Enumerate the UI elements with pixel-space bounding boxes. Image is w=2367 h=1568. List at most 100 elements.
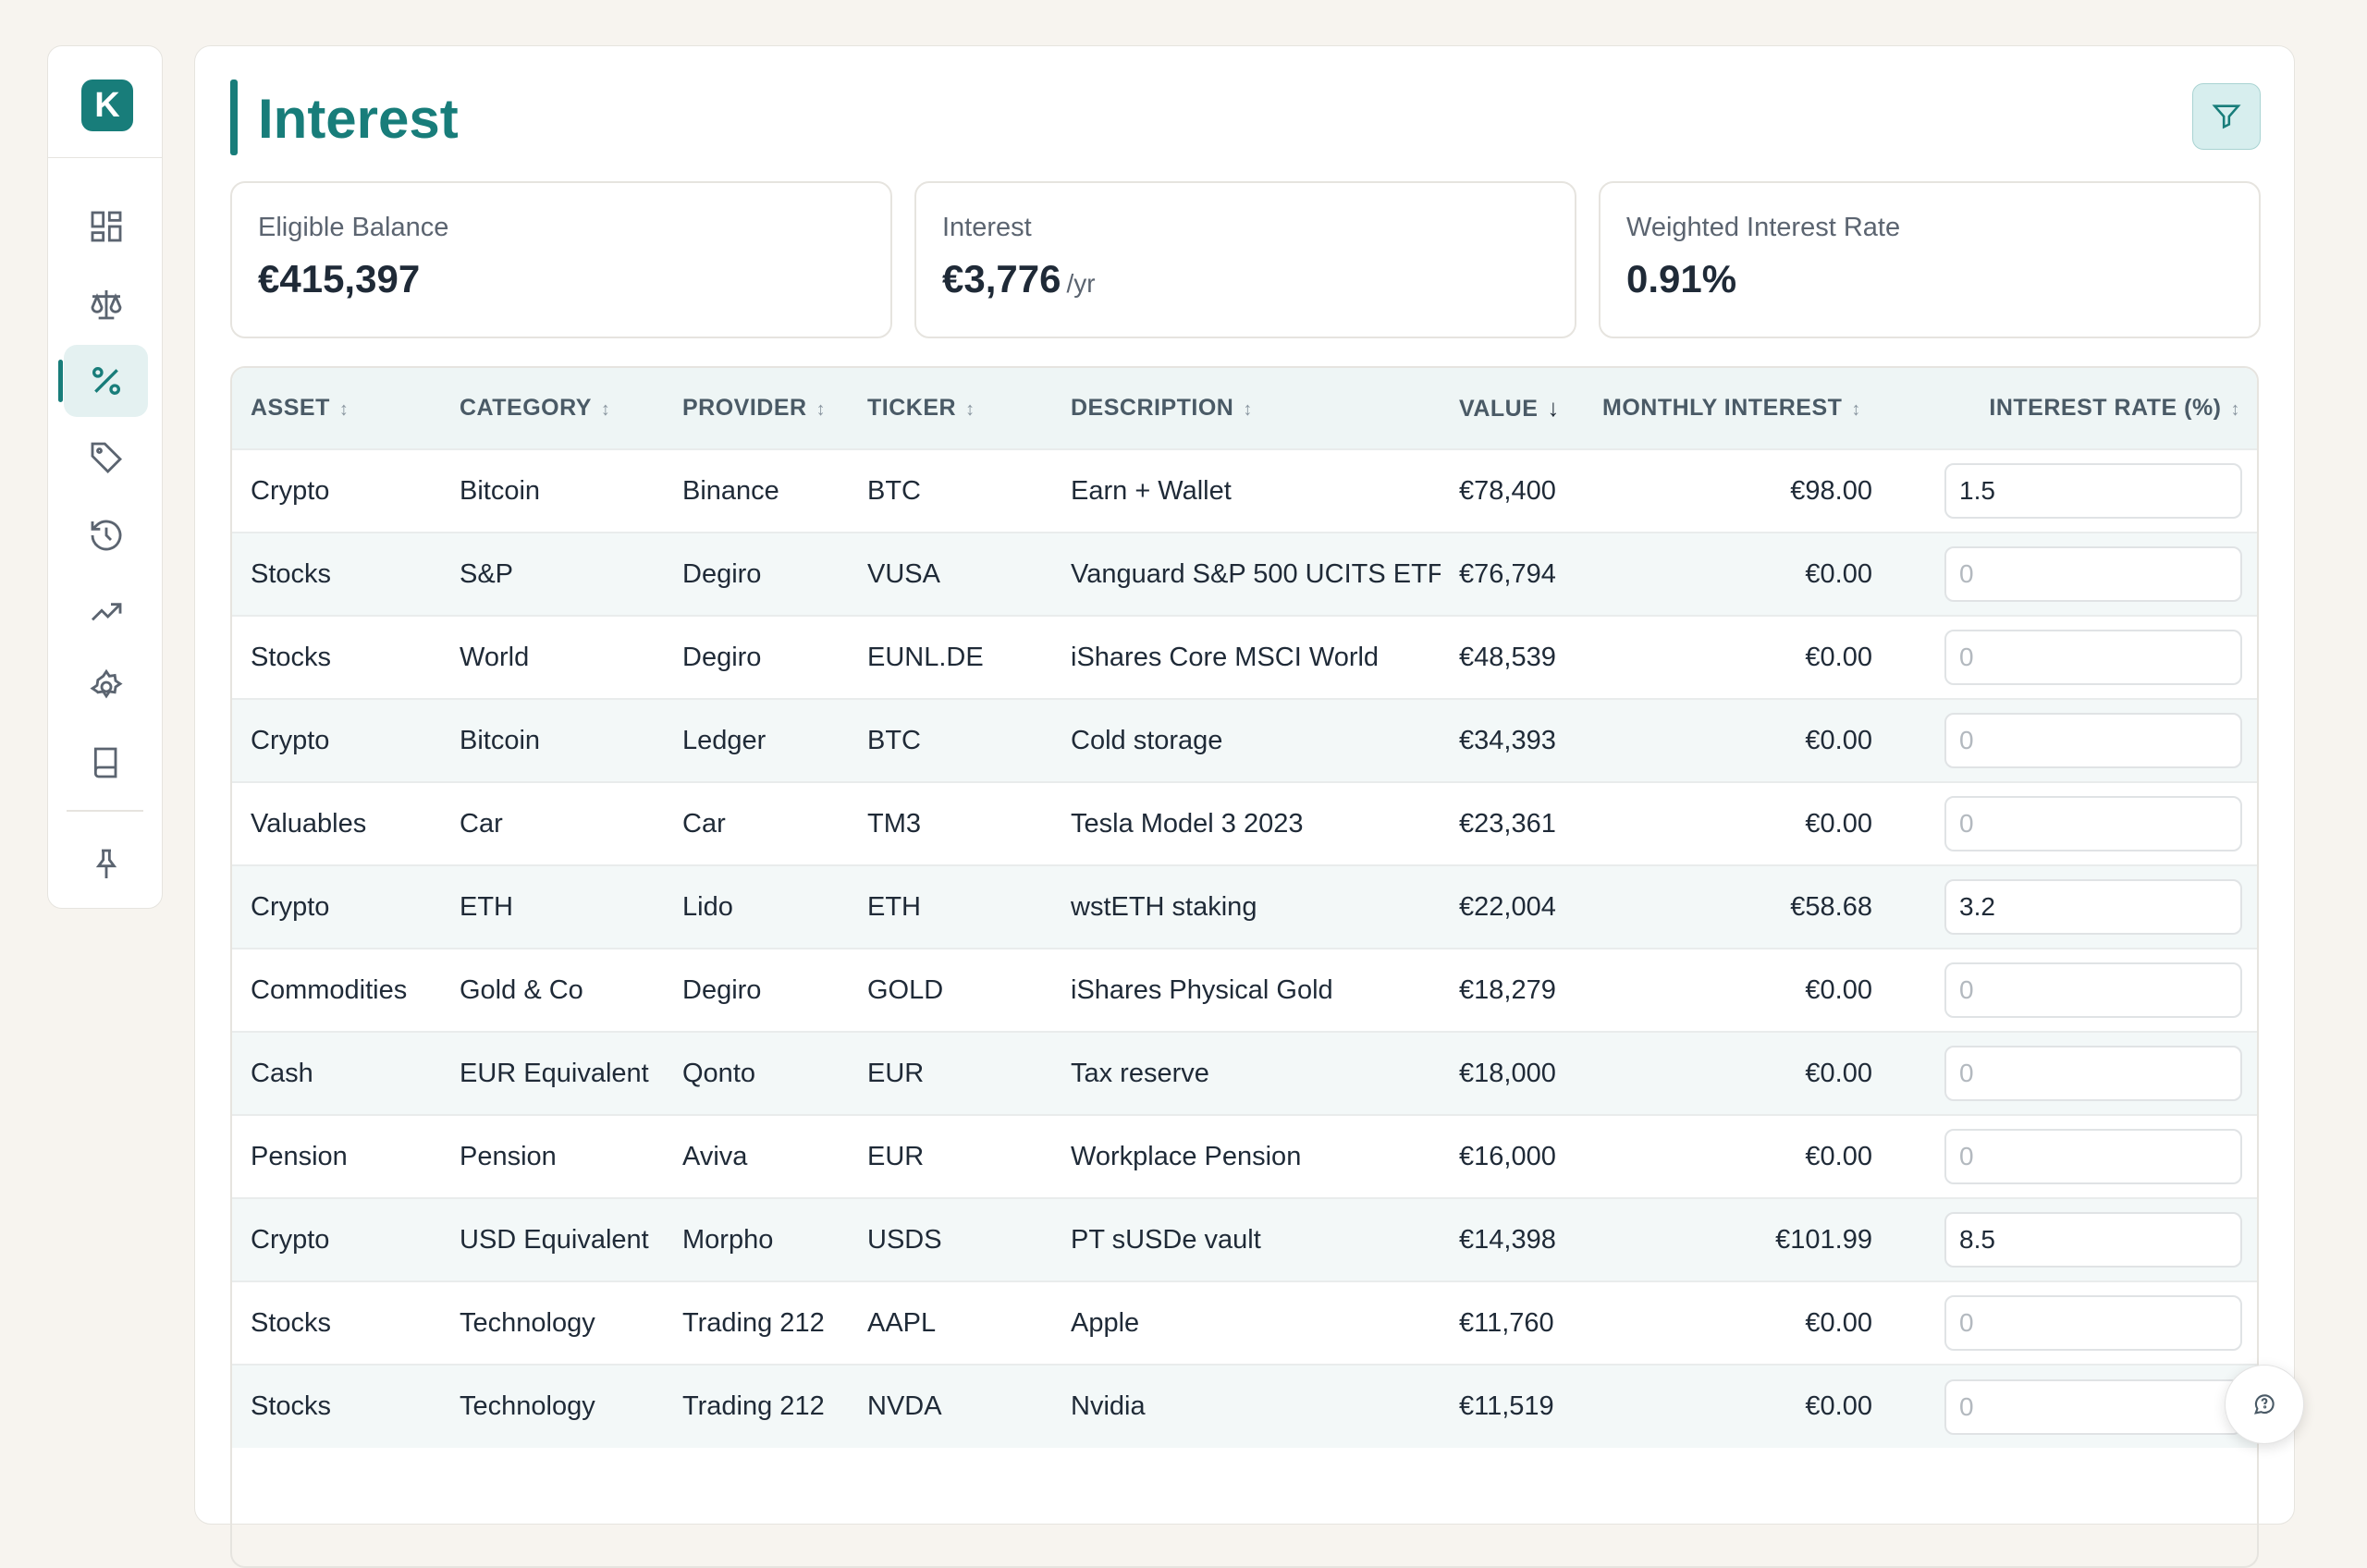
cell-asset: Stocks: [251, 642, 332, 672]
cell-category: Car: [460, 808, 503, 839]
cell-provider: Trading 212: [682, 1307, 825, 1338]
column-header-asset[interactable]: ASSET ↕: [232, 368, 441, 449]
table-row[interactable]: Stocks Technology Trading 212 AAPL Apple €11,…: [232, 1281, 2257, 1365]
column-header-value[interactable]: VALUE ↓: [1441, 368, 1584, 449]
cell-value: €11,760: [1459, 1307, 1554, 1338]
table-row[interactable]: Stocks S&P Degiro VUSA Vanguard S&P 500 UCIT…: [232, 533, 2257, 616]
cell-provider: Morpho: [682, 1224, 774, 1255]
table-row[interactable]: Valuables Car Car TM3 Tesla Model 3 2023 €23,…: [232, 782, 2257, 865]
interest-rate-input[interactable]: [1944, 1295, 2242, 1351]
scale-icon: [91, 290, 121, 320]
sidebar-item-balance[interactable]: [64, 268, 148, 340]
column-label: TICKER: [867, 395, 957, 421]
cell-interest-rate: [1907, 533, 2257, 616]
cell-provider: Aviva: [682, 1141, 748, 1171]
cell-asset: Commodities: [251, 974, 408, 1005]
sidebar-pin[interactable]: [64, 828, 148, 900]
sidebar-item-docs[interactable]: [64, 727, 148, 799]
cell-description: Workplace Pension: [1071, 1141, 1302, 1171]
sidebar-item-dashboard[interactable]: [64, 190, 148, 263]
cell-interest-rate: [1907, 949, 2257, 1032]
table-row[interactable]: Cash EUR Equivalent Qonto EUR Tax reserve €18…: [232, 1032, 2257, 1115]
column-header-provider[interactable]: PROVIDER ↕: [664, 368, 849, 449]
cell-interest-rate: [1907, 699, 2257, 782]
cell-description: Cold storage: [1071, 725, 1223, 755]
cell-monthly-interest: €0.00: [1805, 1141, 1872, 1171]
stat-value: 0.91%: [1626, 257, 1737, 300]
interest-rate-input[interactable]: [1944, 879, 2242, 935]
sort-icon: ↕: [338, 399, 350, 420]
cell-monthly-interest: €101.99: [1775, 1224, 1872, 1255]
interest-rate-input[interactable]: [1944, 1129, 2242, 1184]
interest-rate-input[interactable]: [1944, 1212, 2242, 1268]
sidebar-item-trends[interactable]: [64, 576, 148, 648]
cell-description: Tesla Model 3 2023: [1071, 808, 1304, 839]
chat-button[interactable]: [2225, 1365, 2304, 1444]
cell-value: €48,539: [1459, 642, 1556, 672]
sidebar-divider: [48, 157, 162, 158]
cell-ticker: GOLD: [867, 974, 944, 1005]
chat-icon: [2254, 1394, 2275, 1415]
cell-description: wstETH staking: [1071, 891, 1257, 922]
table-row[interactable]: Crypto ETH Lido ETH wstETH staking €22,004 €58…: [232, 865, 2257, 949]
sidebar-item-settings[interactable]: [64, 651, 148, 723]
main-panel: Interest Eligible Balance €415,397 Inter…: [194, 45, 2295, 1568]
cell-provider: Lido: [682, 891, 733, 922]
column-header-ticker[interactable]: TICKER ↕: [849, 368, 1052, 449]
cell-monthly-interest: €0.00: [1805, 1391, 1872, 1421]
table-row[interactable]: Pension Pension Aviva EUR Workplace Pension €…: [232, 1115, 2257, 1198]
interest-rate-input[interactable]: [1944, 1046, 2242, 1101]
book-icon: [93, 747, 117, 778]
interest-rate-input[interactable]: [1944, 463, 2242, 519]
interest-rate-input[interactable]: [1944, 1378, 2242, 1435]
column-header-category[interactable]: CATEGORY ↕: [441, 368, 664, 449]
cell-category: World: [460, 642, 530, 672]
sidebar-item-history[interactable]: [64, 499, 148, 571]
cell-monthly-interest: €0.00: [1805, 1058, 1872, 1088]
interest-rate-input[interactable]: [1944, 962, 2242, 1018]
cell-monthly-interest: €0.00: [1805, 974, 1872, 1005]
cell-ticker: AAPL: [867, 1307, 937, 1338]
table-row[interactable]: Crypto Bitcoin Binance BTC Earn + Wallet €78,…: [232, 449, 2257, 533]
cell-category: ETH: [460, 891, 513, 922]
cell-description: PT sUSDe vault: [1071, 1224, 1261, 1255]
cell-category: Gold & Co: [460, 974, 583, 1005]
cell-description: Vanguard S&P 500 UCITS ETF: [1071, 558, 1441, 589]
cell-ticker: ETH: [867, 891, 921, 922]
cell-ticker: BTC: [867, 475, 921, 506]
table-row[interactable]: Stocks World Degiro EUNL.DE iShares Core MSC…: [232, 616, 2257, 699]
stat-label: Eligible Balance: [258, 213, 449, 242]
cell-provider: Ledger: [682, 725, 767, 755]
cell-monthly-interest: €0.00: [1805, 725, 1872, 755]
sidebar-item-tags[interactable]: [64, 422, 148, 494]
table-row[interactable]: Commodities Gold & Co Degiro GOLD iShares Ph…: [232, 949, 2257, 1032]
cell-interest-rate: [1907, 782, 2257, 865]
interest-rate-input[interactable]: [1944, 796, 2242, 851]
column-label: INTEREST RATE (%): [1989, 395, 2222, 421]
interest-rate-input[interactable]: [1944, 546, 2242, 602]
sort-desc-icon: ↓: [1547, 394, 1560, 422]
table-row[interactable]: Crypto USD Equivalent Morpho USDS PT sUSDe v…: [232, 1198, 2257, 1281]
cell-category: EUR Equivalent: [460, 1058, 649, 1088]
filter-button[interactable]: [2192, 83, 2261, 150]
column-header-description[interactable]: DESCRIPTION ↕: [1052, 368, 1441, 449]
interest-rate-input[interactable]: [1944, 713, 2242, 768]
sort-icon: ↕: [965, 399, 975, 420]
sidebar-item-interest[interactable]: [58, 345, 148, 417]
cell-interest-rate: [1907, 449, 2257, 533]
stat-value-amount: €3,776: [942, 257, 1061, 300]
interest-rate-input[interactable]: [1944, 630, 2242, 685]
cell-asset: Crypto: [251, 475, 330, 506]
cell-monthly-interest: €0.00: [1805, 1307, 1872, 1338]
cell-asset: Stocks: [251, 1391, 332, 1421]
app-logo[interactable]: K: [81, 80, 133, 131]
column-header-interest-rate[interactable]: INTEREST RATE (%) ↕: [1907, 368, 2257, 449]
table-row[interactable]: Stocks Technology Trading 212 NVDA Nvidia €11…: [232, 1365, 2257, 1448]
column-header-monthly-interest[interactable]: MONTHLY INTEREST ↕: [1584, 368, 1907, 449]
cell-value: €78,400: [1459, 475, 1556, 506]
stat-value: €3,776/yr: [942, 257, 1096, 301]
sidebar-divider: [67, 810, 143, 812]
table-row[interactable]: Crypto Bitcoin Ledger BTC Cold storage €34,39…: [232, 699, 2257, 782]
cell-monthly-interest: €0.00: [1805, 558, 1872, 589]
cell-interest-rate: [1907, 1032, 2257, 1115]
